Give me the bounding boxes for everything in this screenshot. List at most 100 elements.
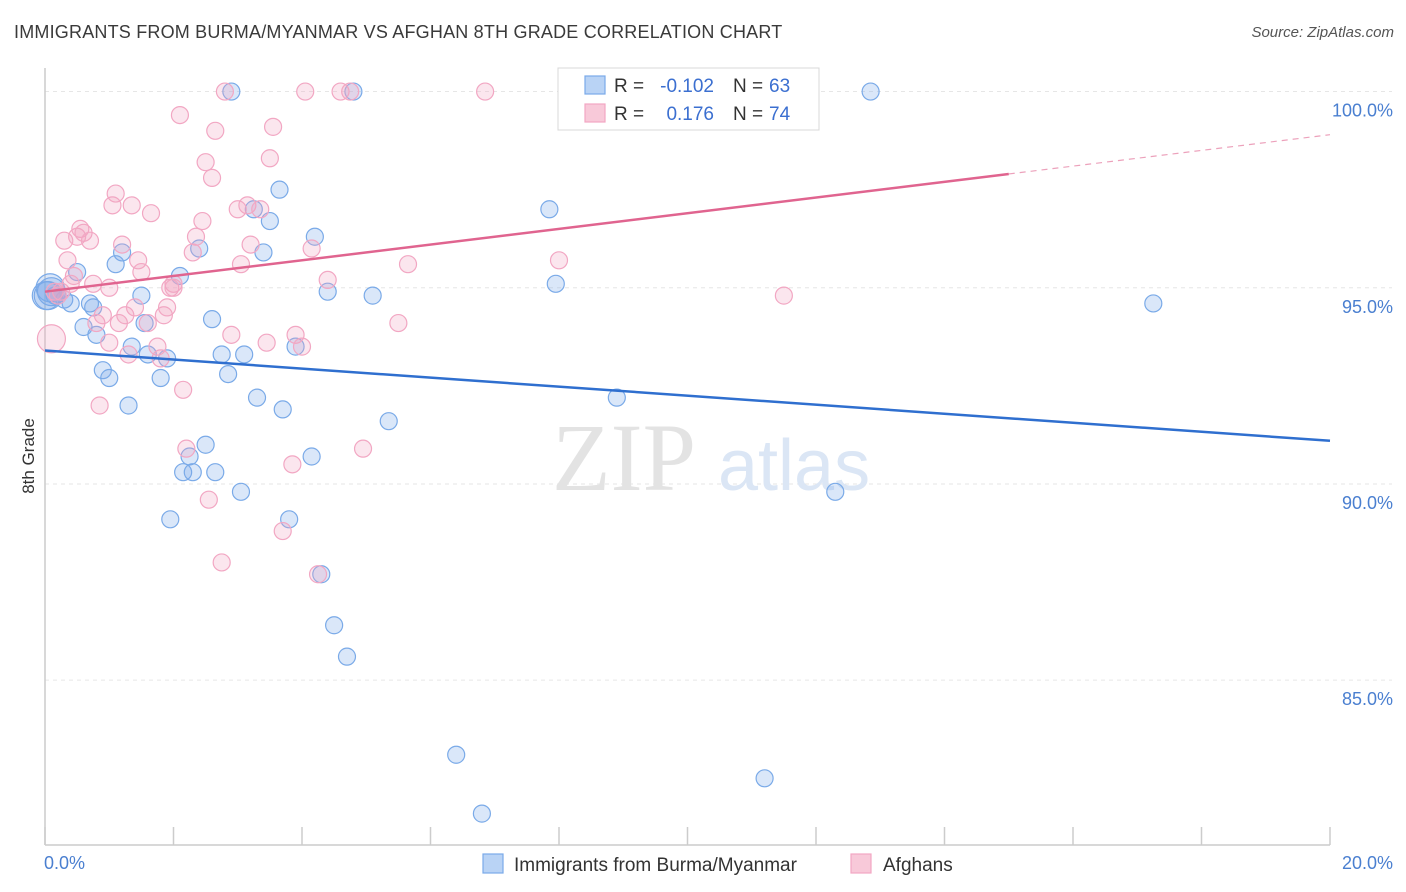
watermark: ZIP atlas [552,404,870,511]
point-afghans [215,82,234,101]
chart-title: IMMIGRANTS FROM BURMA/MYANMAR VS AFGHAN … [14,22,783,42]
point-afghans [260,149,279,168]
point-afghans [296,82,315,101]
point-afghans [103,196,122,215]
y-tick-label: 85.0% [1342,689,1393,709]
point-afghans [389,313,408,333]
watermark-atlas: atlas [718,426,870,506]
gridlines [45,91,1392,681]
point-afghans [212,553,231,572]
legend-n-value-1: 63 [769,76,790,97]
point-burma [826,482,845,501]
legend-swatch-afghans [584,103,606,123]
point-afghans [202,168,222,187]
point-burma [106,255,125,274]
point-afghans [183,243,202,262]
series-legend-label-afghans: Afghans [883,855,953,876]
point-afghans [141,204,161,223]
point-burma [112,243,132,262]
point-burma [337,647,357,666]
y-tick-labels: 85.0% 90.0% 95.0% 100.0% [1332,101,1393,710]
point-burma [273,400,292,419]
legend-n-label-1: N = [733,76,763,97]
point-afghans [222,325,241,344]
point-afghans [112,235,132,254]
point-afghans [119,345,138,364]
point-afghans [164,278,183,297]
point-afghans [251,200,270,219]
point-afghans [308,565,328,584]
point-burma [100,368,119,388]
point-afghans [64,266,84,286]
point-burma [161,510,180,529]
y-tick-label: 100.0% [1332,101,1393,121]
point-burma [379,412,398,431]
point-afghans [122,196,141,215]
point-afghans [228,200,247,219]
point-afghans [286,325,305,344]
point-afghans [186,227,206,246]
point-afghans [193,211,212,231]
point-afghans [257,333,276,352]
point-burma [472,804,491,823]
point-burma [1144,294,1163,313]
point-burma [219,364,238,384]
series-legend-label-burma: Immigrants from Burma/Myanmar [514,855,798,876]
series-legend-swatch-afghans [850,853,872,874]
point-afghans [241,235,260,254]
point-afghans [302,239,321,258]
point-afghans [549,251,569,270]
point-afghans [398,255,418,274]
point-afghans [157,298,177,317]
point-afghans [263,117,283,136]
point-afghans [353,439,373,458]
y-axis-title: 8th Grade [19,418,38,494]
legend-r-value-2: 0.176 [666,104,714,125]
point-burma [546,274,565,293]
point-afghans [125,298,145,317]
point-afghans [273,521,292,541]
point-burma [212,345,231,364]
correlation-legend: R = -0.102 N = 63 R = 0.176 N = 74 [557,67,820,131]
point-burma [302,447,321,466]
y-tick-label: 95.0% [1342,297,1393,317]
point-burma [280,510,299,529]
point-afghans [36,324,67,354]
point-burma [755,769,774,788]
point-burma [151,368,170,388]
point-afghans [177,439,196,458]
point-afghans [292,337,312,356]
y-tick-label: 90.0% [1342,493,1393,513]
legend-swatch-burma [584,75,606,95]
point-afghans [100,278,119,297]
point-burma [222,82,241,101]
series-legend: Immigrants from Burma/Myanmar Afghans [482,853,953,876]
legend-n-label-2: N = [733,104,763,125]
x-axis-ticks [44,827,1331,845]
point-burma [235,345,254,364]
trend-line-afghans-extension [1008,134,1331,175]
trend-lines [44,134,1331,443]
point-afghans [231,255,251,274]
point-afghans [476,82,495,101]
point-burma [270,180,289,199]
x-tick-label-max: 20.0% [1342,853,1393,873]
trend-line-burma [44,349,1331,443]
point-afghans [58,251,77,270]
point-burma [540,200,559,219]
point-afghans [196,153,215,172]
legend-r-label-2: R = [614,104,644,125]
point-afghans [148,337,167,356]
point-afghans [100,333,119,352]
point-afghans [90,396,109,415]
point-burma [861,82,880,101]
point-burma [35,273,65,303]
point-afghans [199,490,218,509]
legend-n-value-2: 74 [769,104,791,125]
point-burma [183,463,202,482]
point-afghans [283,455,302,474]
point-burma [196,435,215,454]
point-burma [206,463,225,482]
point-afghans [138,313,157,333]
